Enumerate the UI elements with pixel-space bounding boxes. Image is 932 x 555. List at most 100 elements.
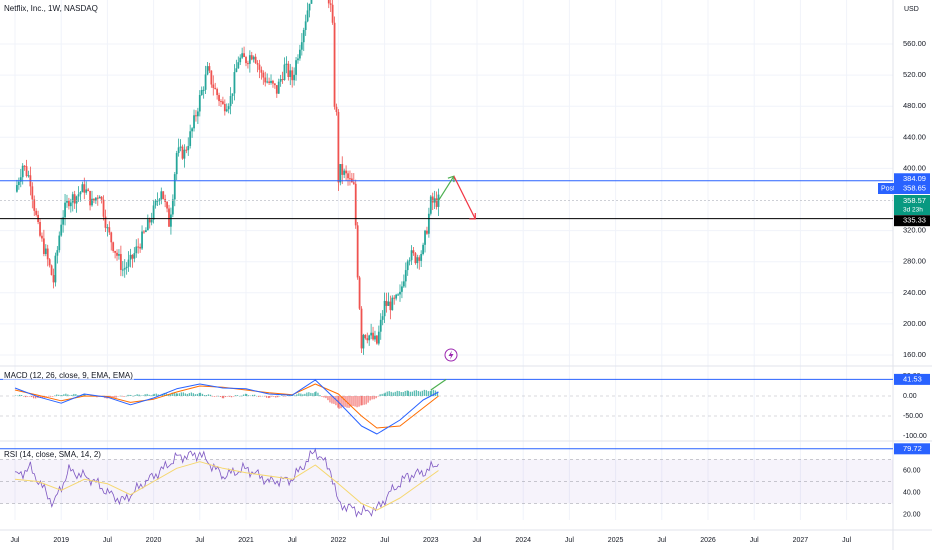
candle-body bbox=[345, 170, 347, 174]
candle-body bbox=[329, 3, 332, 5]
macd-histogram-bar bbox=[123, 396, 125, 397]
macd-histogram-bar bbox=[184, 393, 186, 396]
rsi-indicator-label[interactable]: RSI (14, close, SMA, 14, 2) bbox=[3, 450, 102, 459]
candle-body bbox=[223, 103, 226, 112]
macd-histogram-bar bbox=[77, 395, 79, 396]
macd-histogram-bar bbox=[119, 395, 121, 397]
candle-body bbox=[196, 111, 199, 117]
macd-histogram-bar bbox=[273, 396, 275, 397]
candle-body bbox=[247, 63, 249, 65]
post-price-badge: 358.65 bbox=[903, 183, 926, 192]
macd-histogram-bar bbox=[111, 396, 113, 398]
macd-histogram-bar bbox=[367, 396, 369, 403]
candle-body bbox=[23, 165, 26, 167]
time-axis-label: Jul bbox=[288, 537, 297, 544]
candle-body bbox=[377, 331, 380, 344]
candle-body bbox=[220, 101, 222, 103]
candle-body bbox=[433, 198, 436, 203]
candle-body bbox=[364, 334, 367, 339]
macd-histogram-bar bbox=[190, 392, 192, 396]
macd-histogram-bar bbox=[423, 389, 425, 396]
macd-histogram-bar bbox=[306, 392, 308, 396]
macd-histogram-bar bbox=[215, 396, 218, 397]
countdown-label: 3d 23h bbox=[903, 207, 923, 214]
badges: 384.09 Post 358.65 358.57 3d 23h 335.33 41.53 7… bbox=[878, 173, 930, 455]
candle-body bbox=[191, 128, 193, 132]
candle-body bbox=[77, 194, 80, 197]
candle-body bbox=[256, 63, 259, 65]
candle-body bbox=[241, 53, 244, 58]
candle-body bbox=[69, 202, 72, 207]
candle-body bbox=[160, 191, 163, 200]
candle-body bbox=[206, 66, 209, 75]
macd-histogram-bar bbox=[146, 393, 148, 396]
post-label: Post bbox=[881, 185, 895, 192]
candle-body bbox=[245, 57, 247, 64]
macd-histogram-bar bbox=[333, 396, 335, 404]
macd-histogram-bar bbox=[60, 395, 62, 396]
candle-body bbox=[422, 244, 424, 254]
time-axis-label: Jul bbox=[750, 537, 759, 544]
flash-icon bbox=[444, 348, 458, 362]
macd-histogram-bar bbox=[157, 394, 159, 396]
macd-tick-label: -100.00 bbox=[903, 433, 927, 440]
candle-body bbox=[370, 332, 373, 336]
macd-histogram-bar bbox=[254, 394, 256, 396]
candle-body bbox=[154, 200, 157, 206]
candle-body bbox=[73, 194, 76, 204]
macd-indicator-label[interactable]: MACD (12, 26, close, 9, EMA, EMA) bbox=[3, 371, 134, 380]
post-price-badge-bg bbox=[894, 183, 930, 194]
macd-histogram-bar bbox=[308, 392, 310, 396]
macd-histogram-bar bbox=[152, 394, 154, 396]
time-axis-label: Jul bbox=[657, 537, 666, 544]
projection-down-arrow bbox=[453, 175, 476, 220]
candle-body bbox=[56, 250, 59, 256]
time-axis-label: 2020 bbox=[146, 537, 162, 544]
candle-body bbox=[25, 166, 28, 176]
candle-body bbox=[358, 277, 361, 309]
candle-body bbox=[35, 210, 38, 215]
candle-body bbox=[50, 265, 53, 276]
candle-body bbox=[343, 170, 346, 175]
macd-histogram-bar bbox=[356, 396, 358, 408]
candle-body bbox=[129, 254, 132, 260]
candle-body bbox=[275, 85, 278, 94]
macd-histogram-bar bbox=[390, 391, 392, 396]
price-tick-label: 480.00 bbox=[903, 101, 926, 110]
candle-body bbox=[173, 174, 176, 200]
macd-histogram-bar bbox=[226, 396, 229, 397]
macd-histogram-bar bbox=[415, 390, 417, 396]
candle-body bbox=[125, 266, 128, 269]
macd-histogram-bar bbox=[230, 396, 233, 398]
candle-body bbox=[52, 275, 55, 283]
macd-histogram-bar bbox=[199, 392, 202, 396]
candle-body bbox=[283, 64, 286, 80]
candle-body bbox=[410, 250, 413, 261]
macd-histogram-bar bbox=[292, 395, 294, 396]
macd-histogram-bar bbox=[178, 393, 180, 396]
candle-body bbox=[85, 189, 88, 193]
candle-body bbox=[198, 95, 201, 112]
macd-histogram-bar bbox=[52, 396, 54, 397]
candle-body bbox=[391, 297, 394, 311]
candle-body bbox=[106, 227, 109, 229]
candle-body bbox=[437, 194, 440, 207]
candle-body bbox=[362, 334, 365, 349]
candle-body bbox=[335, 106, 338, 112]
candle-body bbox=[93, 198, 95, 201]
macd-histogram-bar bbox=[271, 396, 273, 397]
macd-histogram-bar bbox=[317, 392, 319, 396]
macd-histogram-bar bbox=[264, 396, 266, 397]
candle-body bbox=[177, 147, 180, 154]
macd-histogram-bar bbox=[363, 396, 365, 405]
candle-body bbox=[222, 101, 224, 104]
candle-body bbox=[408, 260, 411, 262]
macd-histogram-bar bbox=[58, 394, 60, 396]
candle-body bbox=[424, 230, 426, 245]
macd-histogram-bar bbox=[219, 396, 222, 398]
price-tick-label: 320.00 bbox=[903, 226, 926, 235]
candle-body bbox=[171, 199, 174, 215]
macd-histogram-bar bbox=[252, 394, 254, 396]
